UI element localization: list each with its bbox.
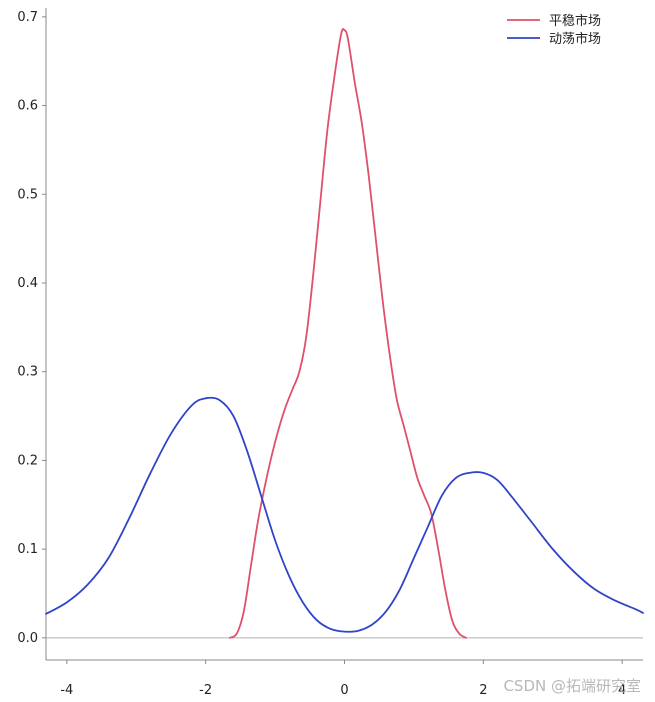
x-tick-label: 0: [340, 683, 348, 698]
x-tick-label: -2: [199, 683, 212, 698]
series-lines: [45, 28, 644, 639]
y-tick-label: 0.6: [17, 99, 38, 114]
series-line-stable-market: [229, 28, 467, 639]
y-tick-label: 0.2: [17, 453, 38, 468]
x-tick-label: -4: [60, 683, 73, 698]
y-tick-label: 0.4: [17, 276, 38, 291]
series-line-volatile-market: [45, 396, 644, 633]
axes: 0.0 0.1 0.2 0.3 0.4 0.5 0.6 0.7 -4 -2 0 2 4: [17, 8, 643, 698]
y-tick-label: 0.3: [17, 365, 38, 380]
y-tick-label: 0.7: [17, 10, 38, 25]
legend-label: 动荡市场: [549, 31, 601, 47]
x-tick-label: 2: [479, 683, 487, 698]
y-tick-label: 0.1: [17, 542, 38, 557]
watermark-text: CSDN @拓端研究室: [503, 677, 641, 695]
x-tick-label: 4: [618, 683, 626, 698]
y-tick-label: 0.0: [17, 631, 38, 646]
y-tick-label: 0.5: [17, 187, 38, 202]
legend-label: 平稳市场: [549, 13, 601, 29]
